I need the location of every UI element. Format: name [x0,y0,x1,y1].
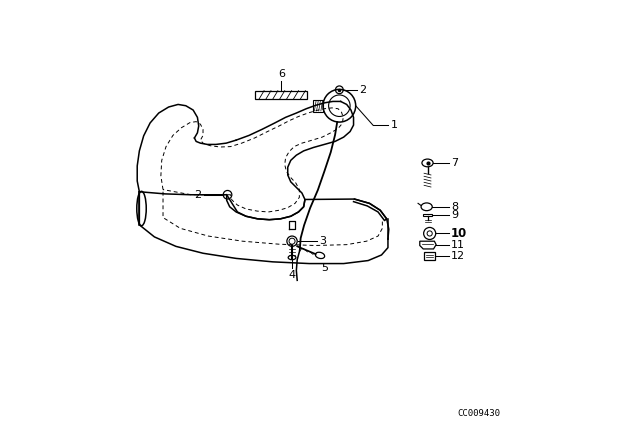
Text: 2: 2 [358,85,366,95]
Text: 5: 5 [321,263,328,273]
Text: 10: 10 [451,227,467,240]
Text: 2: 2 [194,190,201,200]
Text: 3: 3 [319,236,326,246]
Text: 1: 1 [391,120,398,130]
Text: CC009430: CC009430 [458,409,500,418]
Text: 12: 12 [451,251,465,261]
Text: 8: 8 [451,202,458,212]
Text: 9: 9 [451,210,458,220]
Text: 11: 11 [451,240,465,250]
Text: 7: 7 [451,158,458,168]
Text: 4: 4 [289,271,296,280]
Text: 6: 6 [278,69,285,79]
